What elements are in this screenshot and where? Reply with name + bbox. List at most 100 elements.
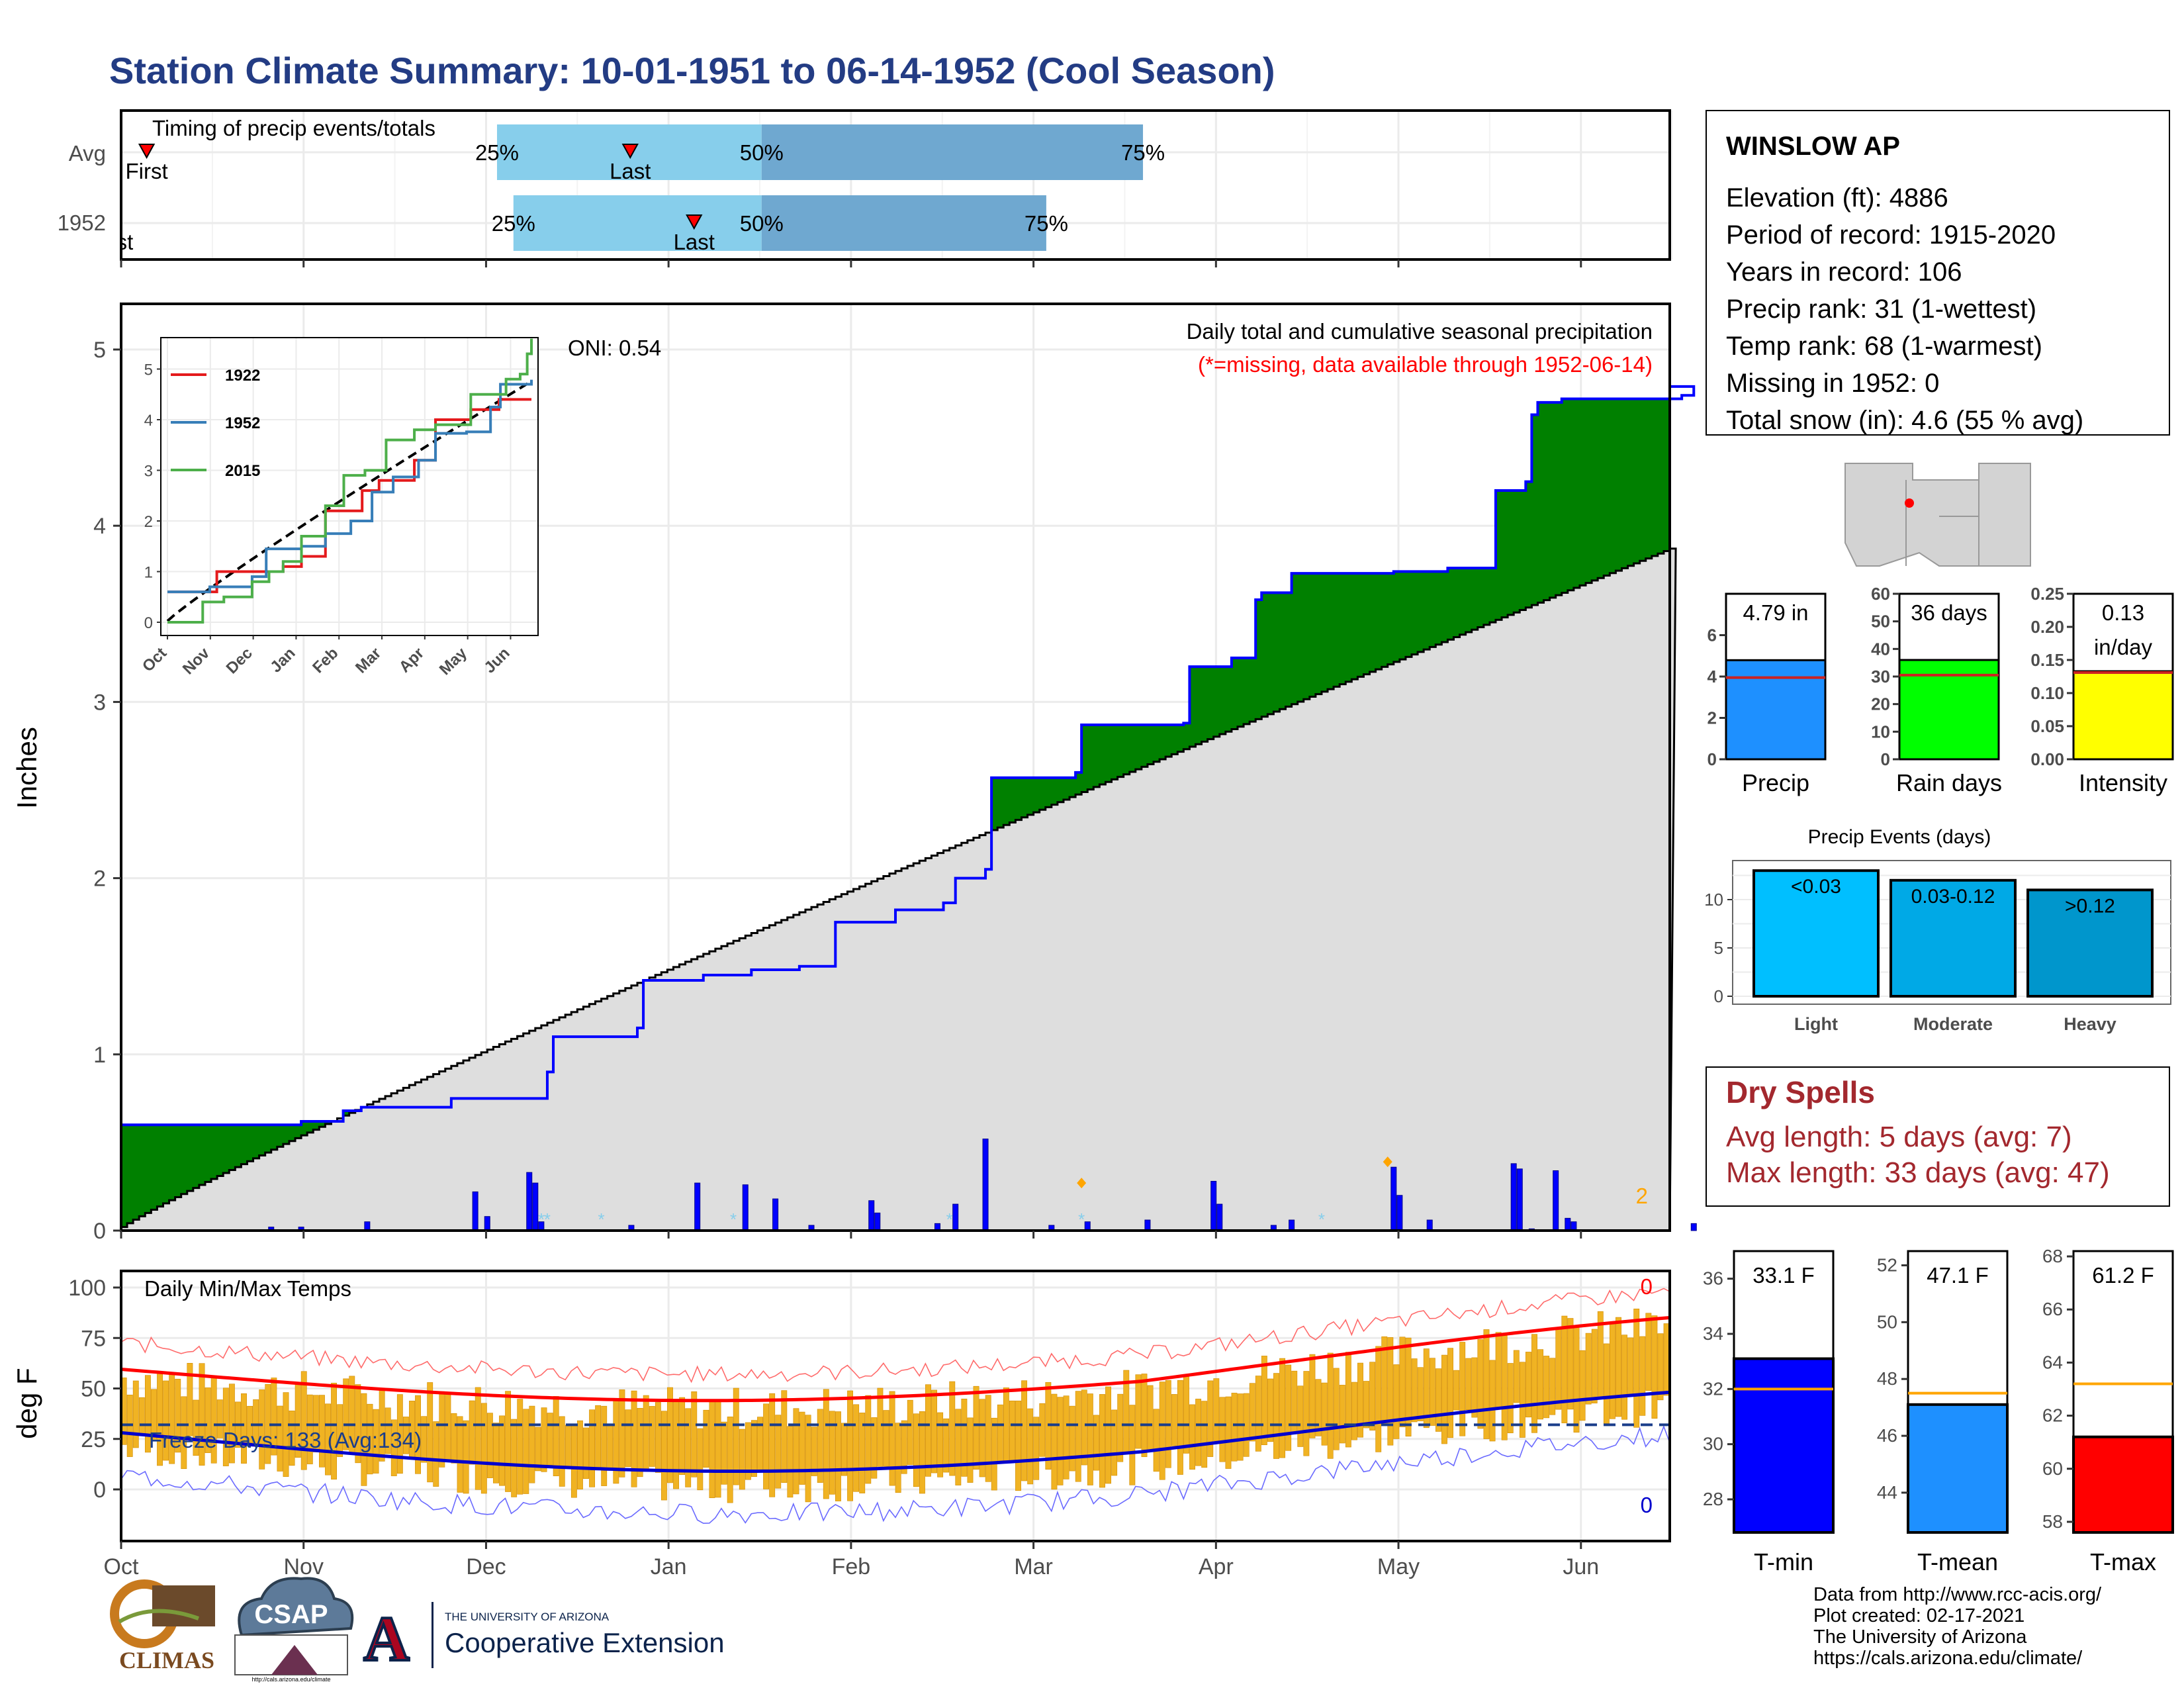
daily-temp-bar <box>1657 1333 1664 1401</box>
dry-spells-box: Dry Spells Avg length: 5 days (avg: 7) M… <box>1706 1066 2170 1207</box>
daily-temp-bar <box>1513 1350 1520 1403</box>
event-diamond <box>1383 1156 1392 1168</box>
anomaly-fill <box>1621 399 1629 569</box>
temp-y-tick-label: 58 <box>2042 1511 2063 1532</box>
climas-logo-text: CLIMAS <box>119 1647 214 1673</box>
temp-chart-bar <box>1733 1357 1835 1534</box>
daily-temp-bar <box>709 1401 715 1499</box>
daily-temp-bar <box>385 1407 391 1454</box>
daily-temp-bar <box>1231 1393 1238 1462</box>
quartile-bar-lower <box>513 195 762 251</box>
anomaly-fill <box>1567 399 1574 590</box>
daily-temp-bar <box>781 1390 788 1483</box>
legend-label: 1952 <box>225 414 260 432</box>
page-title: Station Climate Summary: 10-01-1951 to 0… <box>109 50 1275 91</box>
daily-temp-bar <box>805 1415 811 1503</box>
daily-precip-bar <box>1565 1217 1571 1231</box>
events-title: Precip Events (days) <box>1808 826 1991 848</box>
anomaly-fill <box>1231 657 1238 729</box>
daily-temp-bar <box>433 1421 439 1487</box>
daily-precip-bar <box>532 1182 539 1231</box>
daily-precip-bar <box>526 1172 533 1231</box>
anomaly-fill <box>241 1125 248 1164</box>
daily-temp-bar <box>1261 1356 1267 1446</box>
footer-line: https://cals.arizona.edu/climate/ <box>1813 1648 2083 1669</box>
daily-temp-bar <box>1447 1348 1453 1438</box>
anomaly-fill <box>1045 777 1052 808</box>
daily-temp-bar <box>601 1405 608 1486</box>
daily-temp-bar <box>1615 1317 1621 1417</box>
anomaly-fill <box>1099 725 1107 785</box>
anomaly-fill <box>1009 777 1016 823</box>
inset-y-tick-label: 1 <box>144 564 153 582</box>
anomaly-fill <box>1453 568 1461 637</box>
daily-temp-bar <box>132 1380 139 1448</box>
daily-temp-bar <box>402 1417 409 1454</box>
daily-temp-bar <box>1159 1382 1165 1480</box>
daily-temp-bar <box>271 1378 277 1456</box>
daily-temp-bar <box>331 1382 338 1480</box>
daily-precip-bar <box>952 1203 959 1231</box>
daily-temp-bar <box>1610 1323 1615 1419</box>
anomaly-fill <box>295 1125 302 1139</box>
anomaly-fill <box>1592 399 1598 581</box>
station-line: Precip rank: 31 (1-wettest) <box>1726 295 2036 324</box>
daily-temp-bar <box>955 1409 962 1485</box>
daily-precip-bar <box>1289 1219 1295 1231</box>
anomaly-fill <box>1039 777 1046 810</box>
snow-marker: * <box>1078 1209 1085 1229</box>
snow-marker: * <box>598 1209 605 1229</box>
anomaly-fill <box>1424 571 1430 650</box>
anomaly-fill <box>1129 725 1136 772</box>
anomaly-fill <box>133 1125 140 1220</box>
daily-temp-bar <box>1333 1368 1340 1450</box>
daily-temp-bar <box>967 1417 974 1483</box>
anomaly-fill <box>1381 573 1388 667</box>
anomaly-fill <box>1663 399 1670 551</box>
daily-temp-bar <box>1339 1385 1345 1444</box>
daily-temp-bar <box>1579 1350 1586 1421</box>
daily-temp-bar <box>787 1426 794 1498</box>
daily-temp-bar <box>1033 1417 1040 1480</box>
anomaly-fill <box>1291 573 1298 704</box>
anomaly-fill <box>1003 777 1010 825</box>
oni-label: ONI: 0.54 <box>568 336 661 360</box>
temp-chart-label: T-mean <box>1917 1548 1998 1575</box>
anomaly-fill <box>1027 777 1034 815</box>
anomaly-fill <box>1418 571 1424 652</box>
anomaly-fill <box>265 1125 272 1153</box>
mini-y-tick-label: 2 <box>1707 708 1717 728</box>
daily-temp-bar <box>625 1409 631 1468</box>
daily-temp-bar <box>847 1390 854 1501</box>
daily-temp-bar <box>660 1411 667 1501</box>
anomaly-fill <box>1123 725 1130 774</box>
daily-temp-bar <box>1321 1382 1328 1446</box>
inset-normal-line <box>166 381 529 622</box>
anomaly-fill <box>307 1121 314 1133</box>
daily-temp-bar <box>1315 1379 1322 1436</box>
station-line: Elevation (ft): 4886 <box>1726 183 1948 212</box>
daily-temp-bar <box>877 1387 884 1467</box>
anomaly-fill <box>1183 723 1191 749</box>
mini-y-tick-label: 4 <box>1707 667 1717 686</box>
daily-temp-bar <box>697 1428 704 1491</box>
daily-temp-bar <box>1393 1364 1400 1439</box>
daily-temp-bar <box>823 1389 829 1499</box>
anomaly-fill <box>1459 568 1467 635</box>
daily-temp-bar <box>1171 1394 1177 1446</box>
anomaly-fill <box>187 1125 194 1192</box>
daily-temp-bar <box>1471 1357 1478 1418</box>
footer-line: The University of Arizona <box>1813 1626 2027 1648</box>
anomaly-fill <box>1081 725 1088 792</box>
anomaly-fill <box>1255 600 1262 720</box>
daily-temp-bar <box>871 1417 878 1479</box>
csap-logo-text: CSAP <box>254 1600 328 1629</box>
month-tick-label: Feb <box>832 1554 871 1579</box>
mini-y-tick-label: 0.15 <box>2030 650 2064 670</box>
anomaly-fill <box>1267 592 1274 714</box>
temp-y-tick-label: 34 <box>1703 1323 1723 1344</box>
snow-marker: * <box>538 1209 545 1229</box>
daily-temp-bar <box>1663 1323 1670 1396</box>
first-event-label: First <box>126 159 168 183</box>
